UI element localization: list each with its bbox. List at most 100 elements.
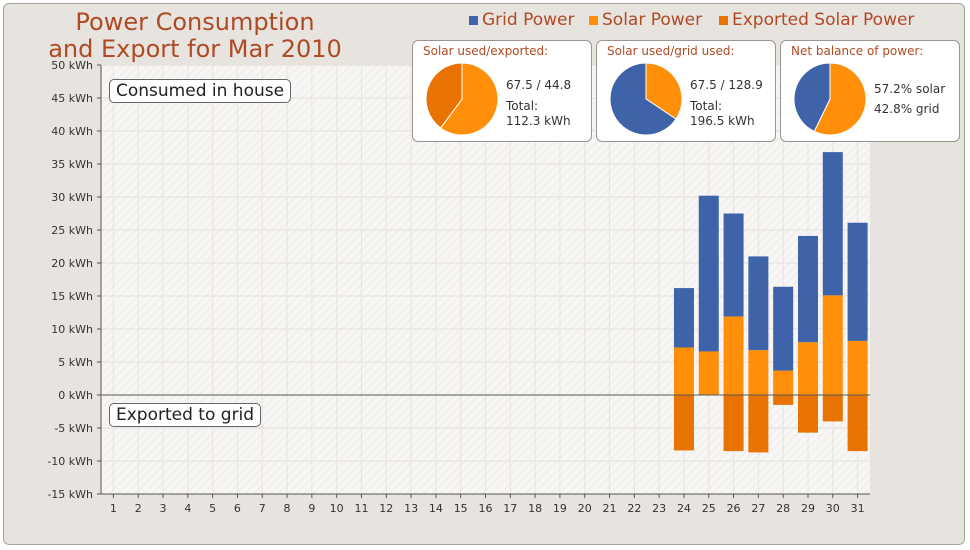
info-values: 67.5 / 128.9: [690, 78, 763, 92]
y-tick-label: 30 kWh: [51, 191, 93, 204]
info-solar-percent: 57.2% solar: [874, 82, 946, 96]
x-tick-label: 7: [259, 502, 266, 515]
y-tick-label: 20 kWh: [51, 257, 93, 270]
pie-slice-solar-used: [439, 62, 499, 136]
y-tick-label: -5 kWh: [54, 422, 93, 435]
bar-exported-day-27: [748, 395, 769, 453]
info-box-net-balance: Net balance of power: 57.2% solar 42.8% …: [780, 40, 960, 142]
x-tick-label: 23: [652, 502, 666, 515]
pie-slice-solar-exported: [425, 62, 463, 129]
x-tick-label: 10: [330, 502, 344, 515]
x-tick-label: 29: [801, 502, 815, 515]
consumed-in-house-label: Consumed in house: [109, 79, 292, 103]
x-tick-label: 28: [776, 502, 790, 515]
x-tick-label: 21: [603, 502, 617, 515]
bar-solar-day-27: [748, 350, 769, 395]
x-tick-label: 16: [479, 502, 493, 515]
x-tick-label: 9: [308, 502, 315, 515]
bar-exported-day-24: [673, 395, 694, 451]
x-tick-label: 13: [404, 502, 418, 515]
bar-exported-day-31: [847, 395, 868, 452]
bar-solar-day-31: [847, 340, 868, 395]
legend-exported-solar-power: Exported Solar Power: [719, 10, 914, 30]
y-tick-label: 5 kWh: [58, 356, 93, 369]
bar-exported-day-29: [797, 395, 818, 433]
y-tick-label: -15 kWh: [47, 488, 93, 501]
x-tick-label: 1: [110, 502, 117, 515]
bar-solar-day-25: [698, 351, 719, 395]
info-total-label: Total:: [506, 99, 539, 113]
y-tick-label: 40 kWh: [51, 125, 93, 138]
exported-to-grid-label: Exported to grid: [109, 403, 262, 427]
x-tick-label: 8: [284, 502, 291, 515]
x-tick-label: 18: [528, 502, 542, 515]
x-tick-label: 22: [627, 502, 641, 515]
x-tick-label: 12: [379, 502, 393, 515]
pie-slice-grid-used: [609, 62, 677, 136]
bar-grid-day-27: [748, 256, 769, 351]
legend-swatch-exported: [719, 15, 728, 25]
y-tick-label: 50 kWh: [51, 59, 93, 72]
x-tick-label: 17: [503, 502, 517, 515]
bar-solar-day-26: [723, 316, 744, 395]
y-tick-label: -10 kWh: [47, 455, 93, 468]
chart-title-line1: Power Consumption: [75, 8, 315, 36]
bar-grid-day-25: [698, 195, 719, 352]
legend-grid-power: Grid Power: [469, 10, 574, 30]
pie-net-balance: [793, 62, 867, 136]
bar-grid-day-28: [773, 286, 794, 371]
bar-grid-day-24: [673, 288, 694, 348]
x-tick-label: 5: [209, 502, 216, 515]
legend-label-grid: Grid Power: [482, 10, 575, 30]
info-title: Solar used/exported:: [423, 44, 549, 58]
pie-solar-used-grid-used: [609, 62, 683, 136]
y-tick-label: 10 kWh: [51, 323, 93, 336]
bar-solar-day-30: [822, 295, 843, 395]
y-tick-label: 25 kWh: [51, 224, 93, 237]
x-tick-label: 4: [184, 502, 191, 515]
info-box-solar-used-grid-used: Solar used/grid used: 67.5 / 128.9 Total…: [596, 40, 776, 142]
bar-solar-day-29: [797, 342, 818, 395]
y-tick-label: 35 kWh: [51, 158, 93, 171]
bar-exported-day-28: [773, 395, 794, 405]
bars: [673, 152, 868, 453]
x-tick-label: 25: [702, 502, 716, 515]
info-total-value: 112.3 kWh: [506, 114, 571, 128]
info-title: Solar used/grid used:: [607, 44, 735, 58]
x-tick-label: 26: [727, 502, 741, 515]
bar-grid-day-26: [723, 213, 744, 317]
x-tick-label: 19: [553, 502, 567, 515]
info-box-solar-used-exported: Solar used/exported: 67.5 / 44.8 Total: …: [412, 40, 592, 142]
legend-label-solar: Solar Power: [602, 10, 703, 30]
y-tick-label: 0 kWh: [58, 389, 93, 402]
bar-grid-day-30: [822, 152, 843, 296]
x-tick-label: 6: [234, 502, 241, 515]
x-tick-label: 30: [826, 502, 840, 515]
y-tick-label: 15 kWh: [51, 290, 93, 303]
x-tick-label: 11: [354, 502, 368, 515]
x-tick-label: 24: [677, 502, 691, 515]
bar-exported-day-26: [723, 395, 744, 452]
chart-title-line2: and Export for Mar 2010: [48, 35, 342, 63]
bar-grid-day-31: [847, 222, 868, 341]
legend-label-exported: Exported Solar Power: [732, 10, 915, 30]
info-title: Net balance of power:: [791, 44, 924, 58]
x-tick-label: 15: [454, 502, 468, 515]
x-tick-label: 31: [851, 502, 865, 515]
pie-slice-solar: [813, 62, 867, 136]
x-tick-label: 14: [429, 502, 443, 515]
x-tick-label: 2: [135, 502, 142, 515]
info-total-label: Total:: [690, 99, 723, 113]
y-tick-label: 45 kWh: [51, 92, 93, 105]
legend-swatch-solar: [589, 15, 598, 25]
bar-exported-day-30: [822, 395, 843, 422]
legend-swatch-grid: [469, 15, 478, 25]
pie-solar-used-exported: [425, 62, 499, 136]
x-tick-label: 3: [160, 502, 167, 515]
bar-solar-day-28: [773, 370, 794, 395]
info-total-value: 196.5 kWh: [690, 114, 755, 128]
pie-slice-grid: [793, 62, 831, 133]
bar-solar-day-24: [673, 347, 694, 395]
info-grid-percent: 42.8% grid: [874, 102, 940, 116]
